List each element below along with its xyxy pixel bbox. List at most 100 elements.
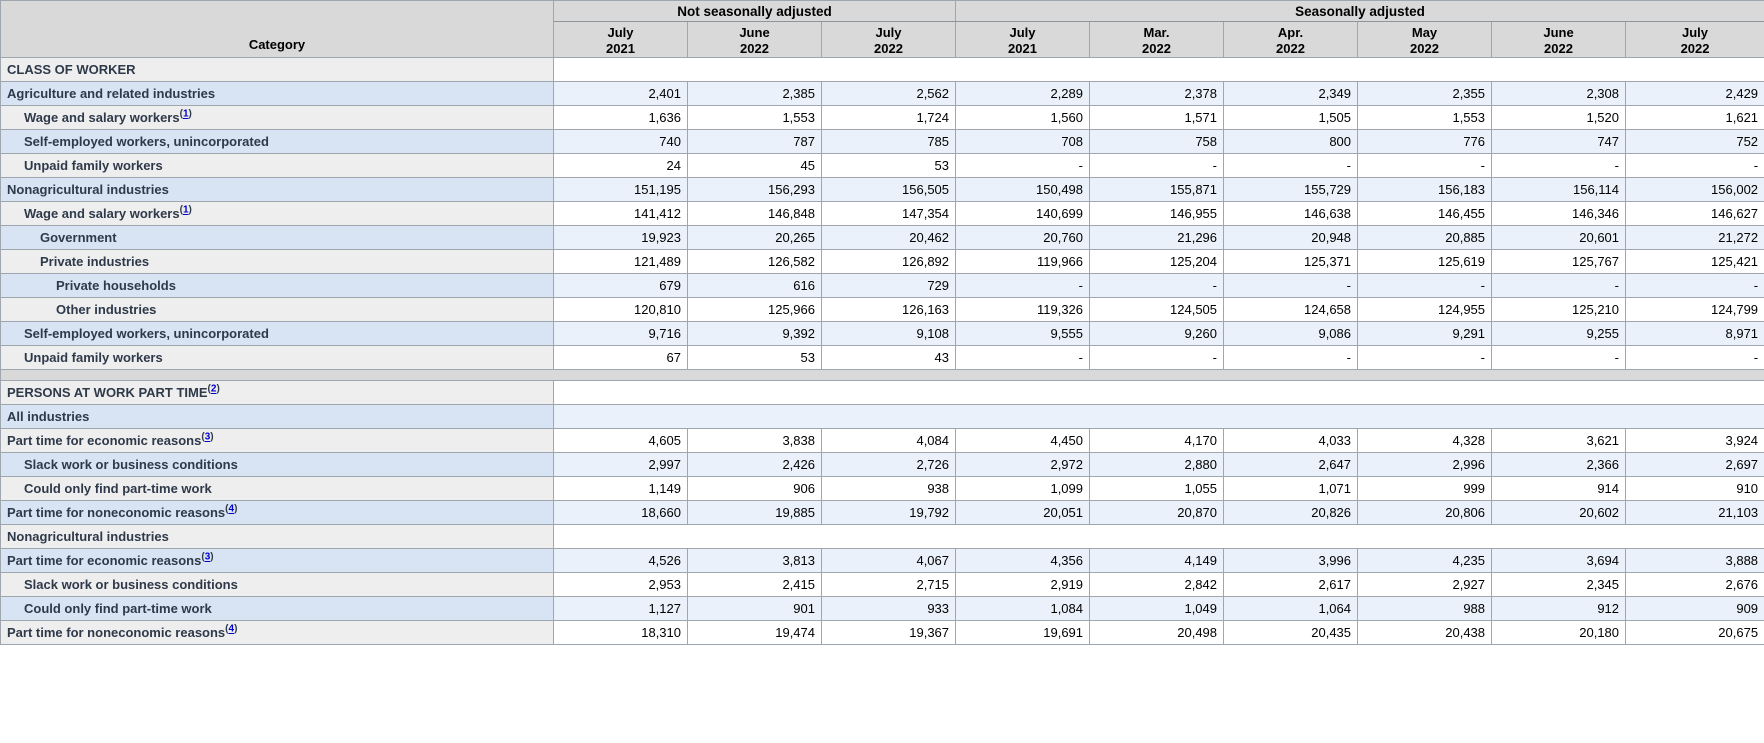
value-cell: 1,055 [1089, 476, 1225, 501]
footnote-link[interactable]: 4 [228, 623, 235, 635]
value-cell: - [955, 345, 1091, 370]
value-cell: 616 [687, 273, 822, 298]
value-cell: 4,170 [1089, 428, 1225, 453]
row-label: Unpaid family workers [24, 350, 163, 365]
value-cell: 2,308 [1491, 81, 1627, 106]
footnote-marker: (2) [207, 383, 220, 395]
row-label: Wage and salary workers [24, 206, 180, 221]
value-cell: 729 [820, 273, 957, 298]
row-label-cell: Slack work or business conditions [0, 572, 554, 597]
section-filler-cell [552, 404, 1764, 429]
value-cell: 9,086 [1223, 321, 1359, 346]
value-cell: 9,291 [1357, 321, 1493, 346]
value-cell: - [1223, 345, 1359, 370]
row-label: Private households [56, 278, 176, 293]
column-header-month: July [1009, 24, 1036, 40]
value-cell: 2,726 [820, 452, 957, 477]
value-cell: 988 [1357, 596, 1493, 621]
value-cell: 1,571 [1089, 105, 1225, 130]
row-label-cell: Government [0, 225, 554, 250]
value-cell: 4,033 [1223, 428, 1359, 453]
footnote-link[interactable]: 3 [204, 551, 211, 563]
date-header-row: July 2021 June 2022 July 2022 July 2021 Mar. 2022… [1, 21, 1764, 58]
section-filler-cell [552, 380, 1764, 405]
value-cell: 18,310 [553, 620, 688, 645]
table-row: Unpaid family workers 67 53 43- - - - - - [0, 345, 1764, 370]
footnote-link[interactable]: 4 [228, 503, 235, 515]
value-cell: 67 [553, 345, 688, 370]
value-cell: 758 [1089, 129, 1225, 154]
section-filler-cell [552, 524, 1764, 549]
row-label: All industries [7, 409, 90, 424]
value-cell: 124,955 [1357, 297, 1493, 322]
value-cell: 3,621 [1491, 428, 1627, 453]
group-header-not-seasonally-adjusted: Not seasonally adjusted [552, 0, 957, 22]
value-cell: 20,675 [1625, 620, 1764, 645]
value-cell: 2,289 [955, 81, 1091, 106]
table-row: All industries [0, 404, 1764, 429]
value-cell: - [1491, 345, 1627, 370]
value-cell: 933 [820, 596, 957, 621]
column-header-month: Apr. [1277, 24, 1304, 40]
row-label: Part time for noneconomic reasons [7, 625, 226, 640]
row-label-cell: Part time for economic reasons(3) [0, 428, 554, 453]
value-cell: 18,660 [553, 500, 688, 525]
row-label-cell: CLASS OF WORKER [0, 57, 554, 82]
column-header-4: July 2021 [955, 21, 1091, 58]
value-cell: 4,149 [1089, 548, 1225, 573]
value-cell: 2,953 [553, 572, 688, 597]
value-cell: 2,385 [687, 81, 822, 106]
value-cell: 20,826 [1223, 500, 1359, 525]
row-label-cell: Could only find part-time work [0, 596, 554, 621]
row-label: Private industries [40, 254, 150, 269]
value-cell: 912 [1491, 596, 1627, 621]
footnote-link[interactable]: 3 [204, 431, 211, 443]
row-label-cell: Slack work or business conditions [0, 452, 554, 477]
value-cell: 2,972 [955, 452, 1091, 477]
value-cell: 156,183 [1357, 177, 1493, 202]
row-label-cell: PERSONS AT WORK PART TIME(2) [0, 380, 554, 405]
employment-data-table: Category Not seasonally adjusted Seasona… [0, 0, 1764, 645]
value-cell: 124,799 [1625, 297, 1764, 322]
value-cell: 20,438 [1357, 620, 1493, 645]
column-header-year: 2021 [1008, 40, 1037, 56]
value-cell: 53 [687, 345, 822, 370]
value-cell: - [1625, 153, 1764, 178]
value-cell: 1,099 [955, 476, 1091, 501]
value-cell: 9,392 [687, 321, 822, 346]
table-row: PERSONS AT WORK PART TIME(2) [0, 380, 1764, 405]
value-cell: 9,255 [1491, 321, 1627, 346]
footnote-link[interactable]: 2 [210, 383, 217, 395]
section-filler-cell [552, 57, 1764, 82]
column-header-year: 2022 [740, 40, 769, 56]
footnote-marker: (1) [179, 204, 192, 216]
value-cell: - [1357, 273, 1493, 298]
value-cell: 4,605 [553, 428, 688, 453]
table-row: CLASS OF WORKER [0, 57, 1764, 82]
column-header-year: 2022 [1410, 40, 1439, 56]
value-cell: - [1357, 153, 1493, 178]
value-cell: 19,885 [687, 500, 822, 525]
footnote-marker: (3) [201, 551, 214, 563]
row-label: Part time for noneconomic reasons [7, 505, 226, 520]
value-cell: 20,180 [1491, 620, 1627, 645]
value-cell: 125,966 [687, 297, 822, 322]
footnote-link[interactable]: 1 [182, 204, 189, 216]
spacer-row [0, 369, 1764, 381]
value-cell: 3,888 [1625, 548, 1764, 573]
value-cell: 3,838 [687, 428, 822, 453]
footnote-marker: (1) [179, 108, 192, 120]
row-label: PERSONS AT WORK PART TIME [7, 385, 208, 400]
value-cell: 125,204 [1089, 249, 1225, 274]
column-header-month: June [739, 24, 770, 40]
value-cell: 4,084 [820, 428, 957, 453]
value-cell: 20,051 [955, 500, 1091, 525]
value-cell: - [1625, 345, 1764, 370]
value-cell: 1,084 [955, 596, 1091, 621]
column-header-5: Mar. 2022 [1089, 21, 1225, 58]
row-label: Could only find part-time work [24, 481, 212, 496]
footnote-link[interactable]: 1 [182, 108, 189, 120]
table-row: Part time for economic reasons(3) 4,526 3,… [0, 548, 1764, 573]
table-row: Wage and salary workers(1) 1,636 1,553 1,72… [0, 105, 1764, 130]
value-cell: 146,627 [1625, 201, 1764, 226]
